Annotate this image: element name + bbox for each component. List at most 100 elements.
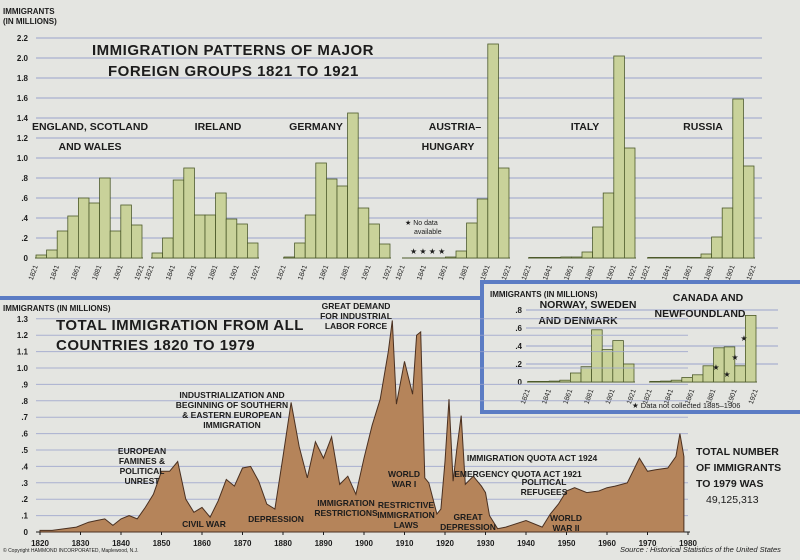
x-tick-label: 1921 bbox=[748, 388, 760, 405]
x-tick-label: 1821 bbox=[395, 264, 407, 281]
right-y-tick-label: .6 bbox=[515, 324, 522, 333]
bottom-x-tick-labels: 1820 1830 1840 1850 1860 1870 1880 1890 1900 1910… bbox=[31, 532, 697, 548]
top-y-tick-label: 1.2 bbox=[17, 134, 29, 143]
x-tick-label: 1881 bbox=[584, 388, 596, 405]
annotation-line: POLITICAL bbox=[522, 477, 567, 487]
x-tick-label: 1841 bbox=[165, 264, 177, 281]
bar bbox=[378, 243, 391, 259]
right-y-tick-label: .2 bbox=[515, 360, 522, 369]
top-country-groups: 1821 1841 1861 1881 1901 1921 ENGLAND, SCOTLAN… bbox=[28, 43, 758, 281]
x-tick-label: 1901 bbox=[605, 388, 617, 405]
x-tick-label: 1821 bbox=[144, 264, 156, 281]
annotation-line: RESTRICTIONS bbox=[314, 508, 378, 518]
x-tick-label: 1870 bbox=[234, 539, 252, 548]
bar bbox=[700, 253, 713, 259]
right-y-axis-label: IMMIGRANTS (IN MILLIONS) bbox=[490, 290, 598, 299]
country-label: RUSSIA bbox=[683, 121, 723, 133]
country-group: 1821 1841 1861 1881 1901 1921 ENGLAND, SCOTLAN… bbox=[28, 121, 148, 281]
top-y-tick-label: .4 bbox=[21, 214, 28, 223]
annotation-line: IMMIGRATION bbox=[317, 498, 374, 508]
bar bbox=[325, 178, 338, 259]
bar bbox=[67, 215, 79, 259]
bottom-y-tick-label: 0 bbox=[24, 528, 29, 537]
bar bbox=[236, 223, 248, 259]
bar bbox=[623, 363, 635, 383]
bar bbox=[649, 380, 662, 383]
no-data-star: ★ bbox=[731, 353, 738, 362]
top-star-markers: ★ ★ ★ ★ bbox=[410, 247, 445, 256]
top-y-tick-label: .6 bbox=[21, 194, 28, 203]
bar bbox=[497, 167, 510, 259]
x-tick-label: 1820 bbox=[31, 539, 49, 548]
x-tick-label: 1841 bbox=[297, 264, 309, 281]
bottom-y-tick-label: .9 bbox=[21, 380, 28, 389]
bottom-y-tick-label: 1.2 bbox=[17, 331, 29, 340]
annotation-line: LABOR FORCE bbox=[325, 321, 388, 331]
x-tick-label: 1861 bbox=[684, 388, 696, 405]
bar bbox=[613, 55, 625, 259]
top-gridlines bbox=[36, 37, 762, 239]
bar bbox=[357, 207, 370, 259]
bar bbox=[283, 256, 296, 259]
country-label: NORWAY, SWEDEN bbox=[540, 299, 637, 311]
annotation-line: IMMIGRATION bbox=[377, 510, 434, 520]
annotation-line: EUROPEAN bbox=[118, 446, 166, 456]
bottom-y-axis-label: IMMIGRANTS (IN MILLIONS) bbox=[3, 304, 111, 313]
bottom-y-tick-label: 1.3 bbox=[17, 315, 29, 324]
bar bbox=[246, 242, 259, 259]
annotation-line: DEPRESSION bbox=[248, 514, 304, 524]
bar bbox=[225, 218, 238, 259]
bar bbox=[99, 177, 111, 259]
bar bbox=[88, 202, 101, 259]
annotation-line: WORLD bbox=[388, 469, 420, 479]
annotation-line: FAMINES & bbox=[119, 456, 165, 466]
x-tick-label: 1881 bbox=[585, 264, 597, 281]
annotation-line: POLITICAL bbox=[120, 466, 165, 476]
bar bbox=[601, 349, 614, 383]
bar bbox=[56, 230, 69, 259]
bottom-y-tick-label: .1 bbox=[21, 512, 28, 521]
country-group: 1821 1841 1861 1881 1901 1921 NORWAY, SWEDEN AN… bbox=[520, 299, 638, 405]
x-tick-label: 1901 bbox=[727, 388, 739, 405]
country-label: AND WALES bbox=[59, 141, 122, 153]
x-tick-label: 1901 bbox=[113, 264, 125, 281]
top-y-tick-labels: 0 .2 .4 .6 .8 1.0 1.2 1.4 1.6 1.8 2.0 2.2 bbox=[17, 34, 29, 263]
x-tick-label: 1901 bbox=[606, 264, 618, 281]
x-tick-label: 1900 bbox=[355, 539, 373, 548]
total-label-line2: OF IMMIGRANTS bbox=[696, 462, 781, 474]
bar bbox=[294, 242, 306, 259]
bar bbox=[732, 98, 744, 259]
bar bbox=[315, 162, 327, 259]
event-annotation: EMERGENCY QUOTA ACT 1921 bbox=[454, 469, 582, 479]
annotation-line: DEPRESSION bbox=[440, 522, 496, 532]
country-group: 1821 1841 1861 1881 1901 1921 GERMANY bbox=[276, 112, 394, 281]
right-inset-panel: IMMIGRANTS (IN MILLIONS) 0.2.4.6.8 1821 1… bbox=[490, 290, 778, 410]
bar bbox=[559, 379, 571, 383]
x-tick-label: 1921 bbox=[382, 264, 394, 281]
x-tick-label: 1950 bbox=[558, 539, 576, 548]
bar bbox=[487, 43, 499, 259]
top-y-tick-label: 2.0 bbox=[17, 54, 29, 63]
x-tick-label: 1901 bbox=[480, 264, 492, 281]
bar bbox=[591, 329, 603, 383]
x-tick-label: 1841 bbox=[663, 388, 675, 405]
x-tick-label: 1901 bbox=[361, 264, 373, 281]
country-label: ENGLAND, SCOTLAND bbox=[32, 121, 148, 133]
top-y-tick-label: 1.4 bbox=[17, 114, 29, 123]
bar bbox=[647, 256, 660, 259]
x-tick-label: 1881 bbox=[704, 264, 716, 281]
country-label: GERMANY bbox=[289, 121, 343, 133]
bar bbox=[35, 254, 48, 259]
top-y-tick-label: 2.2 bbox=[17, 34, 29, 43]
copyright-note: © Copyright HAMMOND INCORPORATED, Maplew… bbox=[3, 547, 139, 554]
x-tick-label: 1860 bbox=[193, 539, 211, 548]
bar bbox=[571, 256, 583, 259]
bar bbox=[538, 380, 550, 383]
right-country-groups: 1821 1841 1861 1881 1901 1921 NORWAY, SWEDEN AN… bbox=[520, 292, 760, 405]
x-tick-label: 1840 bbox=[112, 539, 130, 548]
right-y-tick-label: .4 bbox=[515, 342, 522, 351]
annotation-line: & EASTERN EUROPEAN bbox=[182, 410, 282, 420]
